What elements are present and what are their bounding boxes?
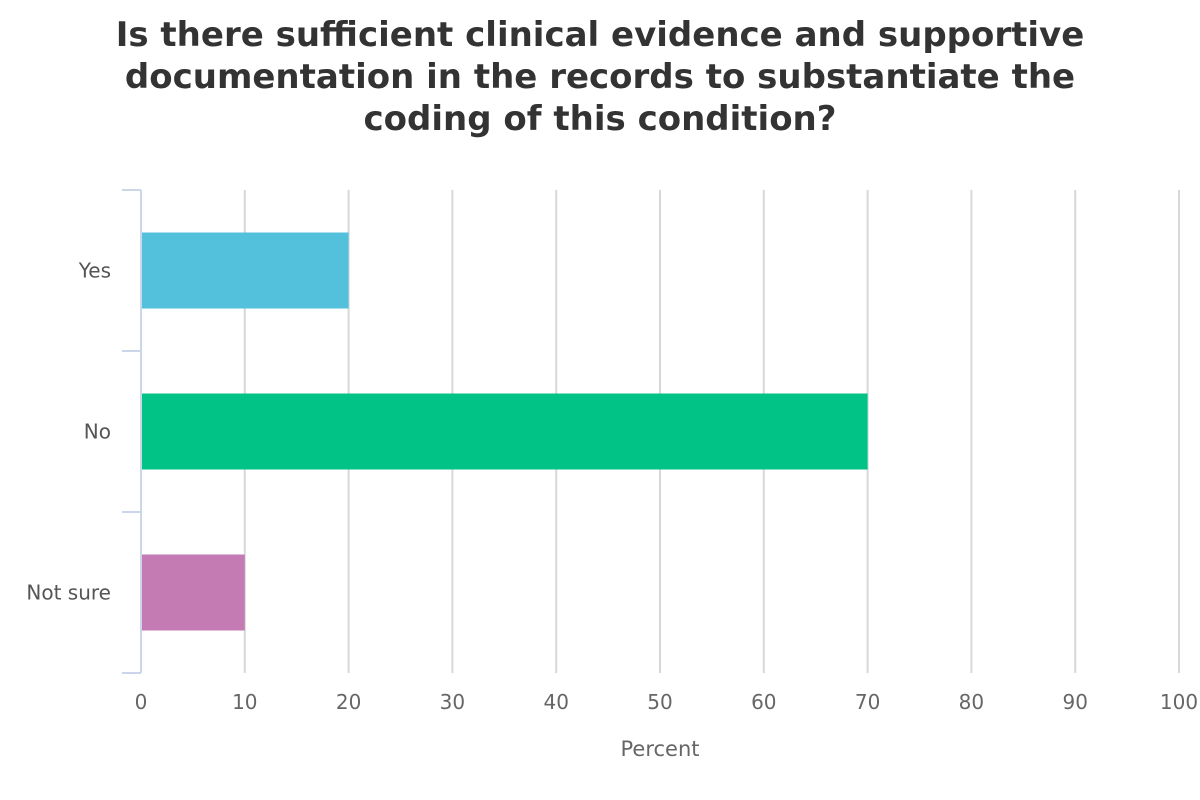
chart-title: Is there sufficient clinical evidence an… — [115, 15, 1085, 139]
bar-yes[interactable] — [141, 232, 349, 309]
x-tick-label: 70 — [855, 690, 880, 714]
x-tick-label: 0 — [135, 690, 148, 714]
bars — [141, 232, 868, 631]
x-tick-label: 40 — [543, 690, 568, 714]
category-label: Not sure — [26, 581, 111, 605]
bar-not-sure[interactable] — [141, 554, 245, 631]
category-label: Yes — [78, 259, 111, 283]
x-tick-label: 100 — [1160, 690, 1198, 714]
x-tick-label: 90 — [1062, 690, 1087, 714]
x-tick-label: 10 — [232, 690, 257, 714]
value-axis-ticks: 0 10 20 30 40 50 60 70 80 90 100 — [135, 690, 1198, 714]
x-tick-label: 50 — [647, 690, 672, 714]
x-tick-label: 60 — [751, 690, 776, 714]
x-tick-label: 80 — [959, 690, 984, 714]
x-tick-label: 30 — [440, 690, 465, 714]
category-label: No — [84, 420, 111, 444]
x-tick-label: 20 — [336, 690, 361, 714]
category-axis: Yes No Not sure — [26, 189, 142, 674]
bar-no[interactable] — [141, 393, 868, 470]
x-axis-title: Percent — [620, 737, 699, 761]
